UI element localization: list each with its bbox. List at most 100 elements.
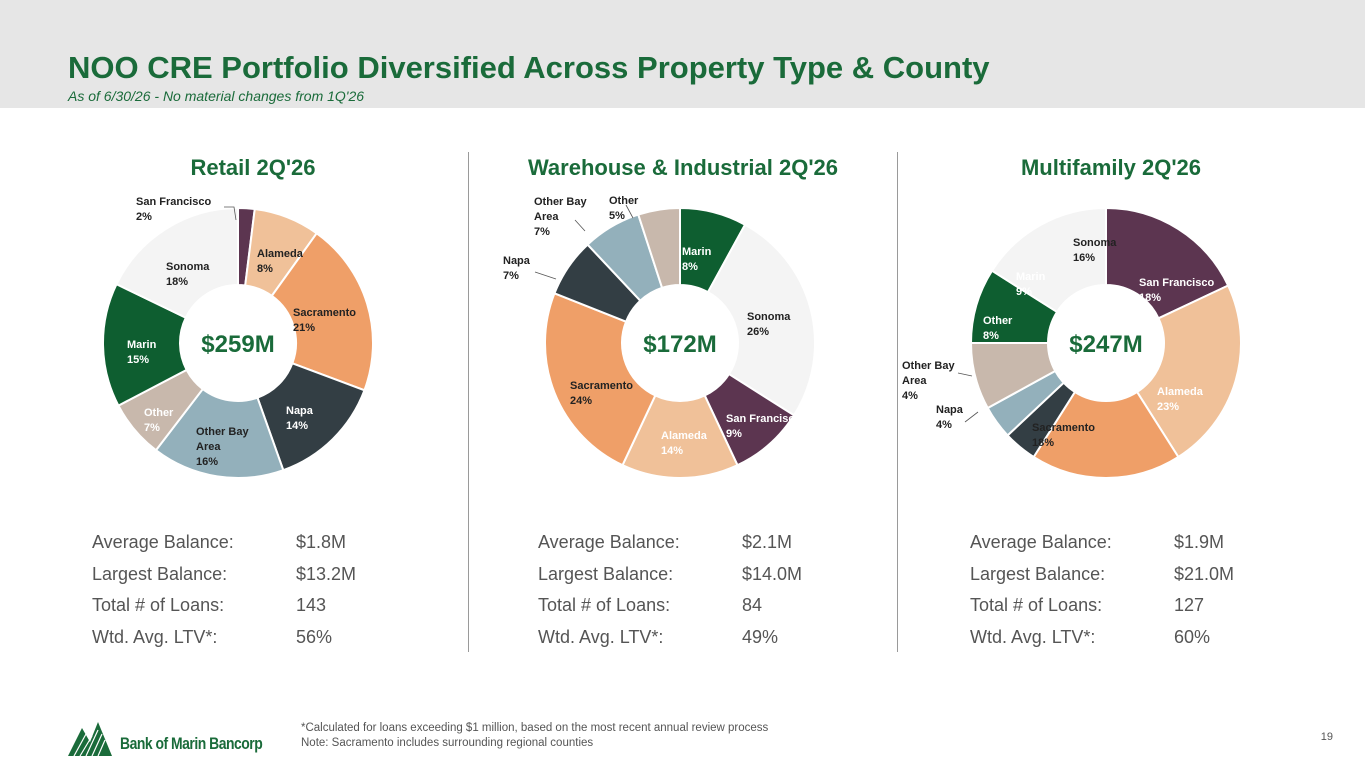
leader-line bbox=[625, 204, 634, 219]
leader-line bbox=[964, 411, 979, 423]
stat-label: Wtd. Avg. LTV*: bbox=[92, 626, 218, 647]
slice-label-san-francisco: San Francisco 18% bbox=[1139, 277, 1214, 304]
stat-row: Total # of Loans: 84 bbox=[538, 595, 838, 627]
stat-row: Largest Balance: $21.0M bbox=[970, 564, 1270, 596]
stat-value: $13.2M bbox=[296, 563, 357, 584]
page-number: 19 bbox=[1320, 731, 1333, 743]
leader-line bbox=[224, 206, 237, 221]
chart-title-warehouse: Warehouse & Industrial 2Q'26 bbox=[527, 155, 839, 180]
footnote-line: *Calculated for loans exceeding $1 milli… bbox=[301, 722, 769, 734]
slice-label-other-bay-area: Other Bay Area 16% bbox=[196, 426, 249, 468]
slice-label-napa: Napa 4% bbox=[936, 404, 964, 431]
slice-label-other-bay-area: Other Bay Area 4% bbox=[902, 360, 955, 402]
stat-label: Largest Balance: bbox=[970, 563, 1106, 584]
stat-row: Wtd. Avg. LTV*: 56% bbox=[92, 627, 392, 659]
leader-line bbox=[534, 271, 557, 280]
slice-label-other: Other 7% bbox=[144, 407, 174, 434]
stat-row: Largest Balance: $13.2M bbox=[92, 564, 392, 596]
mountain-logo-icon bbox=[68, 722, 112, 757]
donut-slice-sacramento bbox=[544, 292, 657, 467]
donut-slice-san-francisco bbox=[1105, 206, 1230, 320]
bank-of-marin-logo: Bank of Marin Bancorp bbox=[68, 718, 283, 758]
warehouse-donut-chart: $172M Marin 8% Sonoma 26% San Francisco 9% Alam… bbox=[503, 195, 816, 479]
slice-label-sonoma: Sonoma 16% bbox=[1073, 237, 1117, 264]
slice-label-marin: Marin 9% bbox=[1016, 271, 1046, 298]
slice-label-alameda: Alameda 8% bbox=[257, 248, 304, 275]
donut-slice-sonoma bbox=[115, 206, 239, 320]
slice-label-marin: Marin 15% bbox=[127, 339, 157, 366]
footnote: *Calculated for loans exceeding $1 milli… bbox=[301, 721, 768, 751]
donut-slice-sonoma bbox=[990, 206, 1107, 314]
stat-value: $21.0M bbox=[1174, 563, 1235, 584]
slice-label-san-francisco: San Francisco 9% bbox=[726, 413, 801, 440]
stat-label: Average Balance: bbox=[538, 532, 680, 552]
stat-row: Average Balance: $2.1M bbox=[538, 532, 838, 564]
stat-row: Wtd. Avg. LTV*: 49% bbox=[538, 627, 838, 659]
stat-label: Wtd. Avg. LTV*: bbox=[538, 626, 664, 647]
stat-value: 84 bbox=[742, 595, 763, 615]
column-divider bbox=[468, 152, 469, 652]
stat-row: Total # of Loans: 127 bbox=[970, 595, 1270, 627]
footnote-line: Note: Sacramento includes surrounding re… bbox=[301, 737, 594, 749]
retail-stats: Average Balance: $1.8M Largest Balance: $1… bbox=[92, 532, 392, 658]
slice-label-marin: Marin 8% bbox=[682, 246, 712, 273]
donut-slice-other bbox=[637, 206, 681, 290]
multifamily-stats: Average Balance: $1.9M Largest Balance: $2… bbox=[970, 532, 1270, 658]
stat-label: Largest Balance: bbox=[538, 563, 674, 584]
slice-label-sacramento: Sacramento 24% bbox=[570, 380, 633, 407]
slice-label-sacramento: Sacramento 18% bbox=[1032, 422, 1095, 449]
stat-value: $1.8M bbox=[296, 532, 347, 552]
donut-slices bbox=[102, 206, 374, 479]
stat-value: 127 bbox=[1174, 595, 1205, 615]
chart-title-retail: Retail 2Q'26 bbox=[190, 155, 316, 180]
stat-value: 56% bbox=[296, 626, 333, 647]
stat-value: 60% bbox=[1174, 626, 1211, 647]
stat-row: Largest Balance: $14.0M bbox=[538, 564, 838, 596]
slice-label-sonoma: Sonoma 26% bbox=[747, 311, 791, 338]
slice-label-other-bay-area: Other Bay Area 7% bbox=[534, 196, 587, 238]
stat-value: $14.0M bbox=[742, 563, 803, 584]
stat-row: Average Balance: $1.8M bbox=[92, 532, 392, 564]
donut-slice-sacramento bbox=[270, 231, 374, 392]
leader-line bbox=[957, 372, 973, 377]
slice-label-sonoma: Sonoma 18% bbox=[166, 261, 210, 288]
donut-center-total: $247M bbox=[1069, 331, 1142, 358]
slice-label-alameda: Alameda 14% bbox=[661, 430, 708, 457]
page-title: NOO CRE Portfolio Diversified Across Pro… bbox=[68, 50, 990, 85]
donut-slice-sacramento bbox=[1032, 390, 1180, 479]
donut-slice-marin bbox=[102, 282, 188, 407]
stat-value: $1.9M bbox=[1174, 532, 1225, 552]
stat-value: $2.1M bbox=[742, 532, 793, 552]
slice-label-napa: Napa 7% bbox=[503, 255, 531, 282]
warehouse-stats: Average Balance: $2.1M Largest Balance: $1… bbox=[538, 532, 838, 658]
stat-row: Wtd. Avg. LTV*: 60% bbox=[970, 627, 1270, 659]
page-subtitle: As of 6/30/26 - No material changes from… bbox=[68, 88, 365, 104]
stat-label: Total # of Loans: bbox=[538, 595, 671, 615]
multifamily-donut-chart: $247M San Francisco 18% Alameda 23% Sacrament… bbox=[902, 206, 1242, 479]
slice-label-other: Other 8% bbox=[983, 315, 1013, 342]
stat-label: Wtd. Avg. LTV*: bbox=[970, 626, 1096, 647]
slice-label-alameda: Alameda 23% bbox=[1157, 386, 1204, 413]
stat-label: Total # of Loans: bbox=[92, 595, 225, 615]
stat-row: Average Balance: $1.9M bbox=[970, 532, 1270, 564]
logo-text: Bank of Marin Bancorp bbox=[120, 734, 263, 753]
column-divider bbox=[897, 152, 898, 652]
donut-center-total: $259M bbox=[201, 331, 274, 358]
retail-donut-chart: $259M San Francisco 2% Alameda 8% Sacramento 2… bbox=[102, 196, 374, 479]
stat-label: Total # of Loans: bbox=[970, 595, 1103, 615]
stat-value: 143 bbox=[296, 595, 327, 615]
slice-label-napa: Napa 14% bbox=[286, 405, 314, 432]
slice-label-sacramento: Sacramento 21% bbox=[293, 307, 356, 334]
donut-center-total: $172M bbox=[643, 331, 716, 358]
donut-slice-alameda bbox=[1135, 284, 1242, 459]
stat-label: Largest Balance: bbox=[92, 563, 228, 584]
slice-label-other: Other 5% bbox=[609, 195, 639, 222]
stat-value: 49% bbox=[742, 626, 779, 647]
stat-row: Total # of Loans: 143 bbox=[92, 595, 392, 627]
leader-line bbox=[574, 219, 586, 232]
donut-slice-sonoma bbox=[706, 223, 816, 417]
donut-slices bbox=[969, 206, 1242, 479]
stat-label: Average Balance: bbox=[970, 532, 1112, 552]
donut-slice-napa bbox=[256, 362, 366, 472]
slice-label-san-francisco: San Francisco 2% bbox=[136, 196, 211, 223]
